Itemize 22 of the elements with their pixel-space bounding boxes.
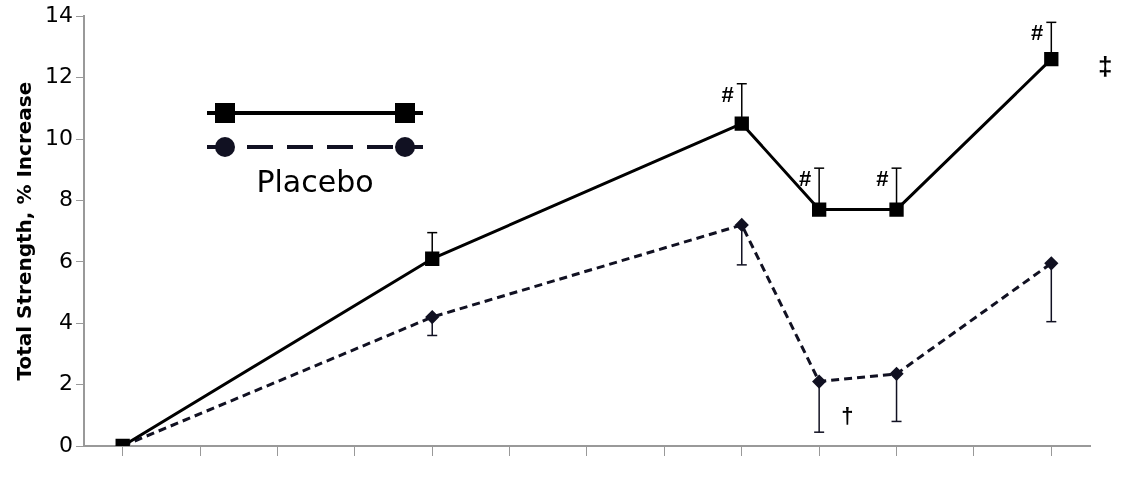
data-label: # bbox=[876, 166, 889, 192]
point bbox=[1044, 256, 1058, 270]
point bbox=[734, 116, 749, 131]
y-tick-label: 4 bbox=[58, 308, 73, 334]
data-label: # bbox=[1031, 20, 1044, 46]
point bbox=[812, 202, 827, 217]
y-tick-label: 10 bbox=[44, 124, 73, 150]
y-axis-title: Total Strength, % Increase bbox=[12, 81, 37, 381]
point bbox=[889, 202, 904, 217]
y-tick-label: 12 bbox=[44, 63, 73, 89]
point bbox=[425, 251, 440, 266]
data-label: # bbox=[721, 81, 734, 107]
y-tick-label: 14 bbox=[44, 1, 73, 27]
data-label: † bbox=[841, 402, 854, 428]
data-label: # bbox=[798, 166, 812, 192]
text: Placebo bbox=[256, 164, 374, 199]
y-tick-label: 6 bbox=[58, 247, 73, 273]
y-tick-label: 8 bbox=[58, 186, 73, 212]
point bbox=[1044, 52, 1059, 67]
y-tick-label: 2 bbox=[58, 370, 73, 396]
y-tick-label: 0 bbox=[58, 431, 73, 457]
text: ‡ bbox=[1098, 50, 1113, 81]
